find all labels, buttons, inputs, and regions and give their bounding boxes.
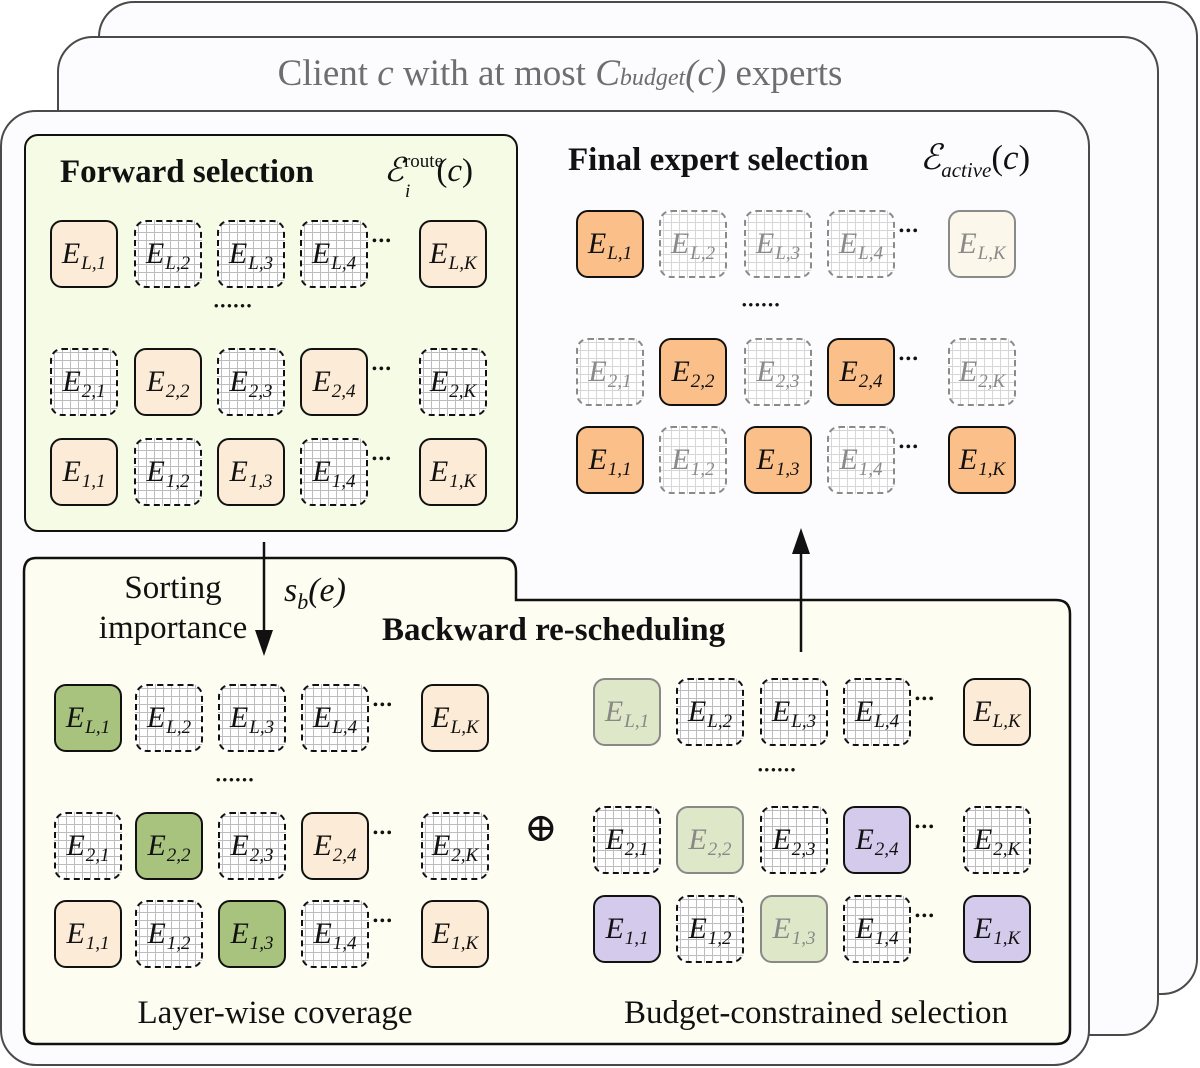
expert-cell-l-k: E L,K [419, 220, 487, 288]
expert-cell-2-2: E 2,2 [659, 338, 727, 406]
up-arrow-icon [792, 528, 810, 652]
expert-cell-2-2: E 2,2 [134, 348, 202, 416]
expert-cell-1-4: E 1,4 [300, 438, 368, 506]
expert-cell-l-2: E L,2 [659, 210, 727, 278]
expert-cell-1-k: E 1,K [963, 895, 1031, 963]
expert-cell-l-1: E L,1 [50, 220, 118, 288]
expert-cell-1-4: E 1,4 [843, 895, 911, 963]
expert-cell-1-4: E 1,4 [827, 426, 895, 494]
expert-cell-l-3: E L,3 [217, 220, 285, 288]
expert-cell-1-3: E 1,3 [760, 895, 828, 963]
expert-cell-2-3: E 2,3 [760, 806, 828, 874]
expert-cell-1-2: E 1,2 [135, 900, 203, 968]
expert-cell-2-2: E 2,2 [676, 806, 744, 874]
ellipsis-icon: ••• [372, 362, 393, 377]
ellipsis-icon: ••• [915, 820, 936, 835]
expert-cell-l-1: E L,1 [576, 210, 644, 278]
expert-cell-l-4: E L,4 [843, 678, 911, 746]
expert-cell-1-3: E 1,3 [217, 438, 285, 506]
vertical-ellipsis-icon: •••••• [214, 298, 254, 313]
expert-cell-2-3: E 2,3 [217, 348, 285, 416]
expert-cell-2-2: E 2,2 [135, 812, 203, 880]
ellipsis-icon: ••• [899, 440, 920, 455]
expert-cell-l-k: E L,K [963, 678, 1031, 746]
ellipsis-icon: ••• [373, 826, 394, 841]
forward-selection-title: Forward selection [60, 154, 314, 190]
expert-cell-1-3: E 1,3 [744, 426, 812, 494]
expert-cell-2-3: E 2,3 [744, 338, 812, 406]
expert-cell-1-2: E 1,2 [676, 895, 744, 963]
route-set-math: ℰroutei((c)c) [384, 151, 473, 202]
expert-cell-l-4: E L,4 [827, 210, 895, 278]
expert-cell-2-1: E 2,1 [54, 812, 122, 880]
expert-cell-1-k: E 1,K [421, 900, 489, 968]
down-arrow-icon [255, 542, 273, 656]
ellipsis-icon: ••• [372, 452, 393, 467]
ellipsis-icon: ••• [373, 698, 394, 713]
importance-score-math: sb(e) [284, 572, 346, 614]
ellipsis-icon: ••• [373, 914, 394, 929]
expert-cell-1-2: E 1,2 [134, 438, 202, 506]
expert-cell-l-2: E L,2 [134, 220, 202, 288]
final-selection-title: Final expert selection [568, 142, 869, 178]
ellipsis-icon: ••• [372, 234, 393, 249]
client-title: Client c with at most Cbudget(c) experts [277, 53, 843, 94]
expert-cell-l-4: E L,4 [301, 684, 369, 752]
budget-constrained-label: Budget-constrained selection [624, 995, 1008, 1031]
active-set-math: ℰactive(c) [920, 138, 1031, 182]
expert-cell-1-2: E 1,2 [659, 426, 727, 494]
expert-cell-1-k: E 1,K [419, 438, 487, 506]
expert-cell-1-1: E 1,1 [576, 426, 644, 494]
expert-cell-2-1: E 2,1 [50, 348, 118, 416]
expert-cell-2-4: E 2,4 [301, 812, 369, 880]
expert-cell-2-k: E 2,K [421, 812, 489, 880]
vertical-ellipsis-icon: •••••• [216, 772, 256, 787]
expert-cell-l-4: E L,4 [300, 220, 368, 288]
expert-cell-l-3: E L,3 [218, 684, 286, 752]
expert-cell-l-k: E L,K [421, 684, 489, 752]
ellipsis-icon: ••• [915, 692, 936, 707]
expert-cell-1-4: E 1,4 [301, 900, 369, 968]
expert-cell-l-1: E L,1 [54, 684, 122, 752]
ellipsis-icon: ••• [915, 909, 936, 924]
expert-cell-l-3: E L,3 [744, 210, 812, 278]
combine-oplus-icon: ⊕ [524, 805, 558, 850]
expert-cell-1-1: E 1,1 [54, 900, 122, 968]
expert-cell-2-k: E 2,K [948, 338, 1016, 406]
expert-cell-2-1: E 2,1 [593, 806, 661, 874]
expert-cell-2-1: E 2,1 [576, 338, 644, 406]
vertical-ellipsis-icon: •••••• [758, 762, 798, 777]
vertical-ellipsis-icon: •••••• [742, 297, 782, 312]
expert-cell-2-k: E 2,K [963, 806, 1031, 874]
expert-cell-2-4: E 2,4 [843, 806, 911, 874]
expert-cell-2-4: E 2,4 [827, 338, 895, 406]
expert-cell-1-k: E 1,K [948, 426, 1016, 494]
expert-cell-l-1: E L,1 [593, 678, 661, 746]
expert-cell-l-k: E L,K [948, 210, 1016, 278]
layerwise-coverage-label: Layer-wise coverage [137, 995, 413, 1031]
expert-cell-1-1: E 1,1 [50, 438, 118, 506]
expert-cell-1-1: E 1,1 [593, 895, 661, 963]
expert-cell-2-4: E 2,4 [300, 348, 368, 416]
expert-cell-l-2: E L,2 [135, 684, 203, 752]
ellipsis-icon: ••• [899, 352, 920, 367]
sorting-importance-label: Sorting importance [98, 570, 248, 646]
expert-cell-2-3: E 2,3 [218, 812, 286, 880]
backward-rescheduling-title: Backward re-scheduling [382, 612, 726, 648]
ellipsis-icon: ••• [899, 224, 920, 239]
expert-cell-2-k: E 2,K [419, 348, 487, 416]
expert-cell-l-3: E L,3 [760, 678, 828, 746]
expert-cell-1-3: E 1,3 [218, 900, 286, 968]
expert-cell-l-2: E L,2 [676, 678, 744, 746]
